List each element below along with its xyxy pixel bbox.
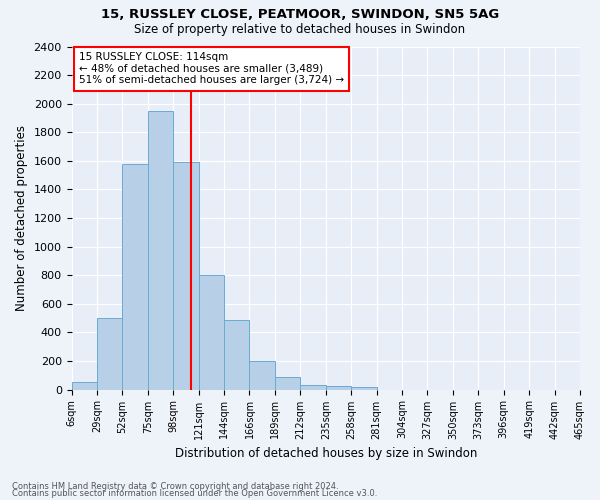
Y-axis label: Number of detached properties: Number of detached properties (15, 125, 28, 311)
Bar (148, 111, 173, 390)
Bar (122, 164, 148, 390)
Bar (301, 384, 326, 390)
Bar (250, 361, 275, 390)
Text: 15, RUSSLEY CLOSE, PEATMOOR, SWINDON, SN5 5AG: 15, RUSSLEY CLOSE, PEATMOOR, SWINDON, SN… (101, 8, 499, 20)
Bar (351, 386, 377, 390)
Text: Size of property relative to detached houses in Swindon: Size of property relative to detached ho… (134, 22, 466, 36)
Bar (326, 386, 351, 390)
Bar (224, 320, 250, 390)
Bar (97, 318, 122, 390)
Bar (275, 376, 301, 390)
Text: 15 RUSSLEY CLOSE: 114sqm
← 48% of detached houses are smaller (3,489)
51% of sem: 15 RUSSLEY CLOSE: 114sqm ← 48% of detach… (79, 52, 344, 86)
Text: Contains HM Land Registry data © Crown copyright and database right 2024.: Contains HM Land Registry data © Crown c… (12, 482, 338, 491)
Bar (199, 275, 224, 390)
Bar (173, 162, 199, 390)
Text: Contains public sector information licensed under the Open Government Licence v3: Contains public sector information licen… (12, 489, 377, 498)
Bar (71, 382, 97, 390)
X-axis label: Distribution of detached houses by size in Swindon: Distribution of detached houses by size … (175, 447, 477, 460)
